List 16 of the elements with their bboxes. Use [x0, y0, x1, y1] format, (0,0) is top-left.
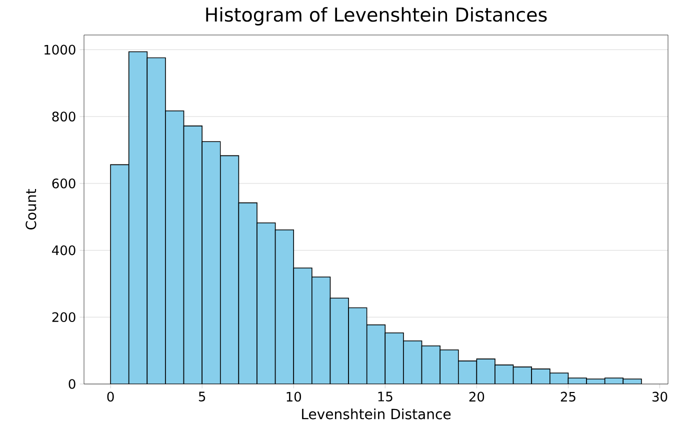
x-tick-label: 15 — [378, 392, 392, 402]
x-tick-label: 30 — [652, 392, 668, 402]
x-tick-label: 0 — [107, 392, 114, 402]
y-axis-title: Count — [26, 189, 36, 230]
y-tick-label: 200 — [52, 312, 76, 322]
x-tick-label: 20 — [469, 392, 484, 402]
y-tick-label: 1000 — [44, 44, 76, 55]
y-tick-label: 400 — [52, 245, 76, 256]
x-axis-title: Levenshtein Distance — [302, 408, 451, 420]
y-tick-label: 0 — [68, 379, 76, 389]
x-tick-label: 10 — [286, 392, 302, 402]
x-tick-label: 25 — [560, 392, 576, 402]
x-tick-label: 5 — [198, 392, 206, 402]
chart-title: Histogram of Levenshtein Distances — [206, 7, 547, 26]
y-tick-label: 800 — [52, 112, 76, 122]
y-tick-label: 600 — [52, 178, 76, 188]
